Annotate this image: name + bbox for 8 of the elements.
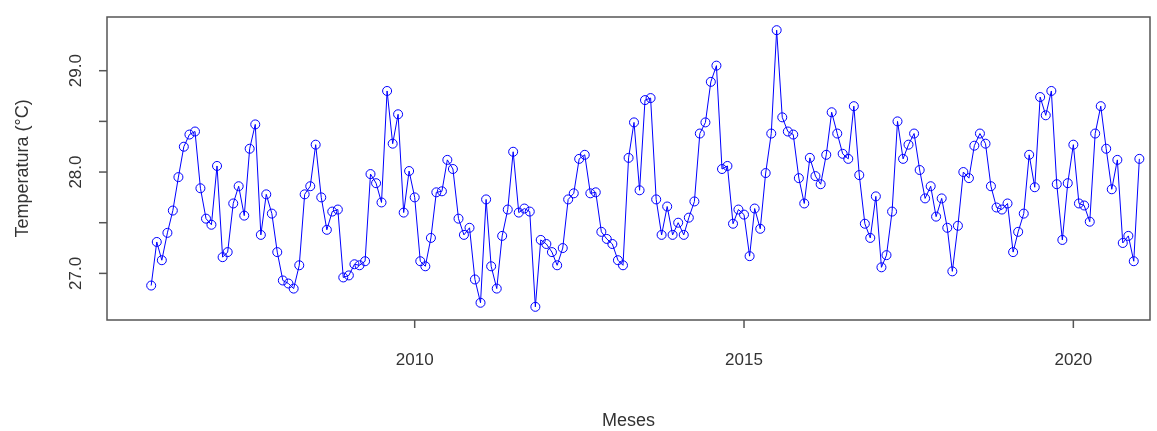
y-tick-label: 28.0 (66, 155, 85, 189)
x-tick-label: 2010 (395, 350, 434, 369)
y-tick-label: 27.0 (66, 256, 85, 290)
y-axis-title: Temperatura (°C) (12, 99, 32, 238)
y-tick-label: 29.0 (66, 54, 85, 88)
x-tick-label: 2015 (725, 350, 763, 369)
x-axis-title: Meses (601, 410, 656, 430)
x-tick-label: 2020 (1054, 350, 1093, 369)
